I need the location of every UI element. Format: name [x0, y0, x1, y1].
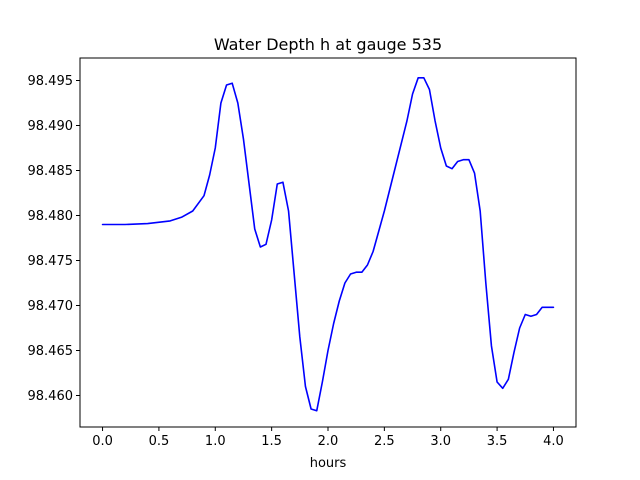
y-tick-label: 98.475 — [28, 254, 74, 269]
series-line-0 — [101, 77, 555, 412]
y-axis: 98.460 98.465 98.470 98.475 98.480 98.485 98.4… — [28, 74, 80, 404]
chart-title: Water Depth h at gauge 535 — [214, 35, 442, 54]
x-tick-label: 2.5 — [374, 434, 395, 449]
x-tick-label: 0.0 — [92, 434, 113, 449]
y-tick-label: 98.495 — [28, 74, 74, 89]
x-tick-label: 0.5 — [149, 434, 170, 449]
y-tick-label: 98.490 — [28, 119, 74, 134]
x-tick-label: 3.0 — [430, 434, 451, 449]
x-tick-label: 4.0 — [543, 434, 564, 449]
x-tick-label: 3.5 — [487, 434, 508, 449]
y-tick-label: 98.465 — [28, 344, 74, 359]
y-tick-label: 98.460 — [28, 389, 74, 404]
x-tick-label: 1.0 — [205, 434, 226, 449]
x-axis: 0.0 0.5 1.0 1.5 2.0 2.5 3.0 3.5 4.0 — [92, 427, 564, 449]
x-tick-label: 2.0 — [318, 434, 339, 449]
y-tick-label: 98.470 — [28, 299, 74, 314]
y-tick-label: 98.485 — [28, 164, 74, 179]
y-tick-label: 98.480 — [28, 209, 74, 224]
x-tick-label: 1.5 — [261, 434, 282, 449]
x-axis-label: hours — [310, 456, 347, 471]
